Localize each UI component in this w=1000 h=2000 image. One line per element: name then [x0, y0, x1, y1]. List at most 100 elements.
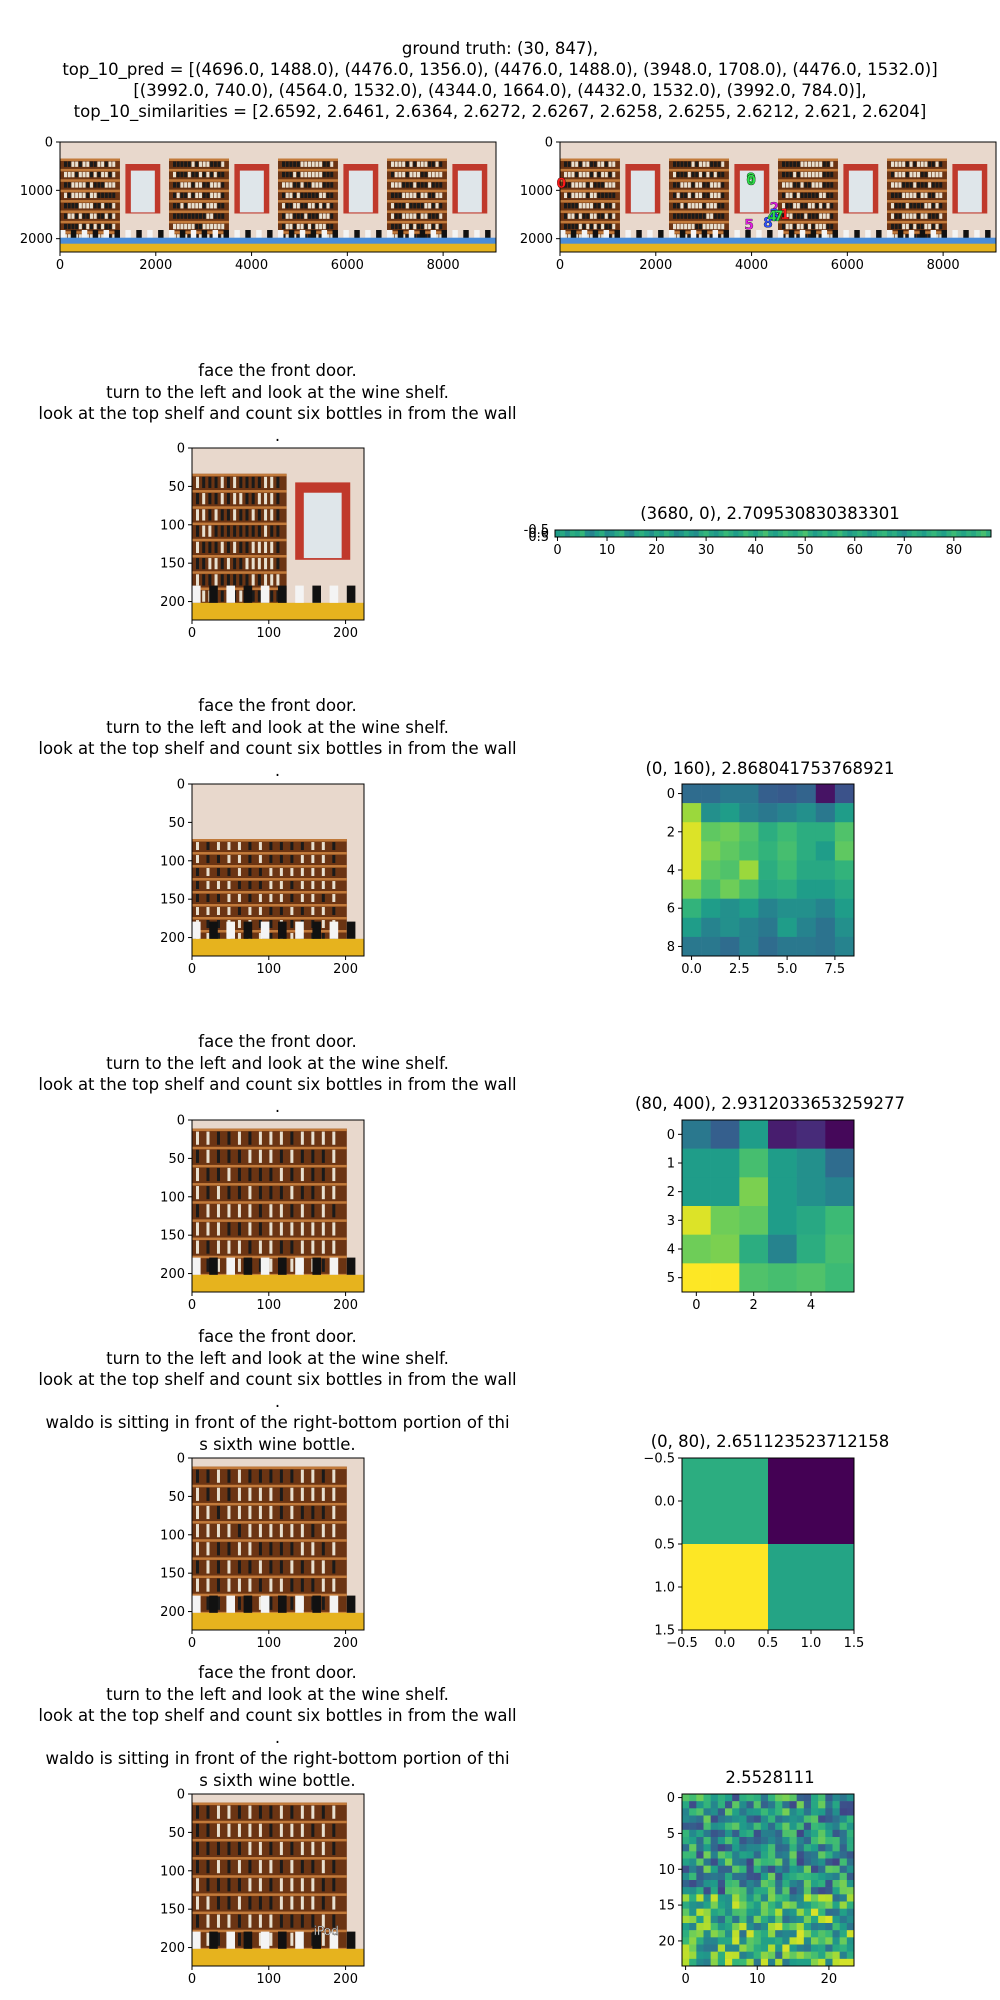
bottle	[928, 182, 932, 188]
bottle	[796, 213, 800, 219]
heatmap-cell	[629, 530, 635, 538]
heatmap-cell	[701, 936, 721, 957]
heatmap-cell	[760, 1894, 769, 1902]
bottle	[815, 171, 819, 178]
heatmap-cell	[717, 1851, 726, 1859]
bottle	[431, 192, 435, 199]
checker-tile	[192, 1595, 201, 1613]
bottle	[782, 171, 785, 178]
heatmap-cell	[775, 1937, 783, 1945]
bottle	[322, 171, 326, 178]
bottle	[815, 223, 819, 230]
bottle	[269, 1560, 273, 1574]
heatmap-cell	[753, 1794, 762, 1802]
heatmap-cell	[796, 1944, 805, 1952]
heatmap-cell	[682, 1801, 690, 1809]
bottle	[311, 161, 315, 167]
bottle	[321, 881, 325, 890]
checker-tile	[209, 1931, 218, 1949]
bottle	[191, 182, 195, 188]
bottle	[604, 223, 608, 230]
bottle	[332, 1524, 336, 1538]
bottle	[815, 203, 819, 209]
bottle	[206, 1896, 210, 1910]
title-line: turn to the left and look at the wine sh…	[106, 1348, 449, 1368]
bottle	[227, 1578, 231, 1592]
heatmap-cell	[710, 1829, 719, 1838]
bottle	[567, 161, 571, 167]
heatmap-cell	[931, 530, 937, 538]
x-tick-label: 0	[553, 543, 561, 558]
bottle	[202, 493, 206, 505]
bottle	[891, 161, 894, 167]
bottle	[311, 907, 315, 916]
shelf-board	[887, 189, 947, 193]
bottle	[300, 203, 304, 209]
heat-3-title: (80, 400), 2.9312033653259277	[634, 1094, 906, 1113]
bottle	[684, 161, 688, 167]
heatmap-cell	[708, 530, 714, 538]
heatmap-cell	[782, 1865, 790, 1874]
bottle	[285, 192, 289, 199]
bottle	[289, 182, 293, 188]
bottle	[293, 182, 297, 188]
heatmap-cell	[825, 1937, 833, 1945]
bottle	[608, 234, 612, 240]
shelf-board	[192, 587, 287, 591]
bottle	[97, 234, 101, 240]
bottle	[321, 1596, 325, 1610]
heatmap-cell	[758, 822, 778, 842]
prediction-marker: 0	[746, 173, 756, 189]
bottle	[210, 192, 214, 199]
bottle	[935, 234, 939, 240]
bottle	[931, 161, 935, 167]
bottle	[920, 182, 924, 188]
bottle	[909, 182, 913, 188]
bottle	[398, 192, 402, 199]
y-tick-label: 8	[667, 940, 675, 955]
checker-tile	[278, 585, 287, 603]
heatmap-cell	[782, 1958, 790, 1967]
heatmap-cell	[846, 1901, 855, 1909]
heatmap-cell	[815, 917, 836, 938]
bottle	[251, 509, 255, 521]
bottle	[202, 590, 206, 602]
heatmap-cell	[649, 530, 655, 538]
heatmap-cell	[775, 1958, 783, 1967]
heatmap-cell	[936, 530, 942, 538]
bottle	[300, 182, 304, 188]
bottle	[67, 223, 71, 230]
heatmap-cell	[768, 1851, 776, 1859]
bottle	[279, 1131, 283, 1145]
heatmap-cell	[682, 1923, 690, 1931]
heatmap-cell	[782, 530, 789, 538]
heatmap-cell	[746, 1951, 754, 1960]
bottle	[282, 203, 285, 209]
title-line: .	[274, 760, 281, 780]
checker-tile	[570, 230, 577, 241]
bottle	[227, 842, 231, 851]
bottle	[815, 213, 819, 219]
heatmap-cell	[811, 1801, 819, 1809]
y-tick-label: −0.5	[643, 1452, 675, 1467]
bottle	[270, 509, 274, 521]
bottle	[402, 213, 406, 219]
prediction-marker: 0	[557, 176, 567, 192]
bottle	[251, 525, 255, 537]
checker-tile	[310, 230, 317, 241]
bottle	[75, 182, 79, 188]
bottle	[258, 1240, 262, 1254]
bottle	[210, 161, 214, 167]
shelf-board	[778, 158, 838, 161]
heatmap-cell	[682, 1915, 690, 1924]
bottle	[807, 213, 811, 219]
bottle	[332, 1240, 336, 1254]
heatmap-cell	[796, 1858, 805, 1866]
heatmap-cell	[717, 1865, 726, 1874]
y-tick-label: 20	[658, 1934, 675, 1949]
bottle	[279, 1914, 283, 1928]
bottle	[394, 203, 398, 209]
heatmap-cell	[916, 530, 922, 538]
checker-tile	[919, 230, 926, 241]
heatmap-cell	[775, 1822, 783, 1831]
